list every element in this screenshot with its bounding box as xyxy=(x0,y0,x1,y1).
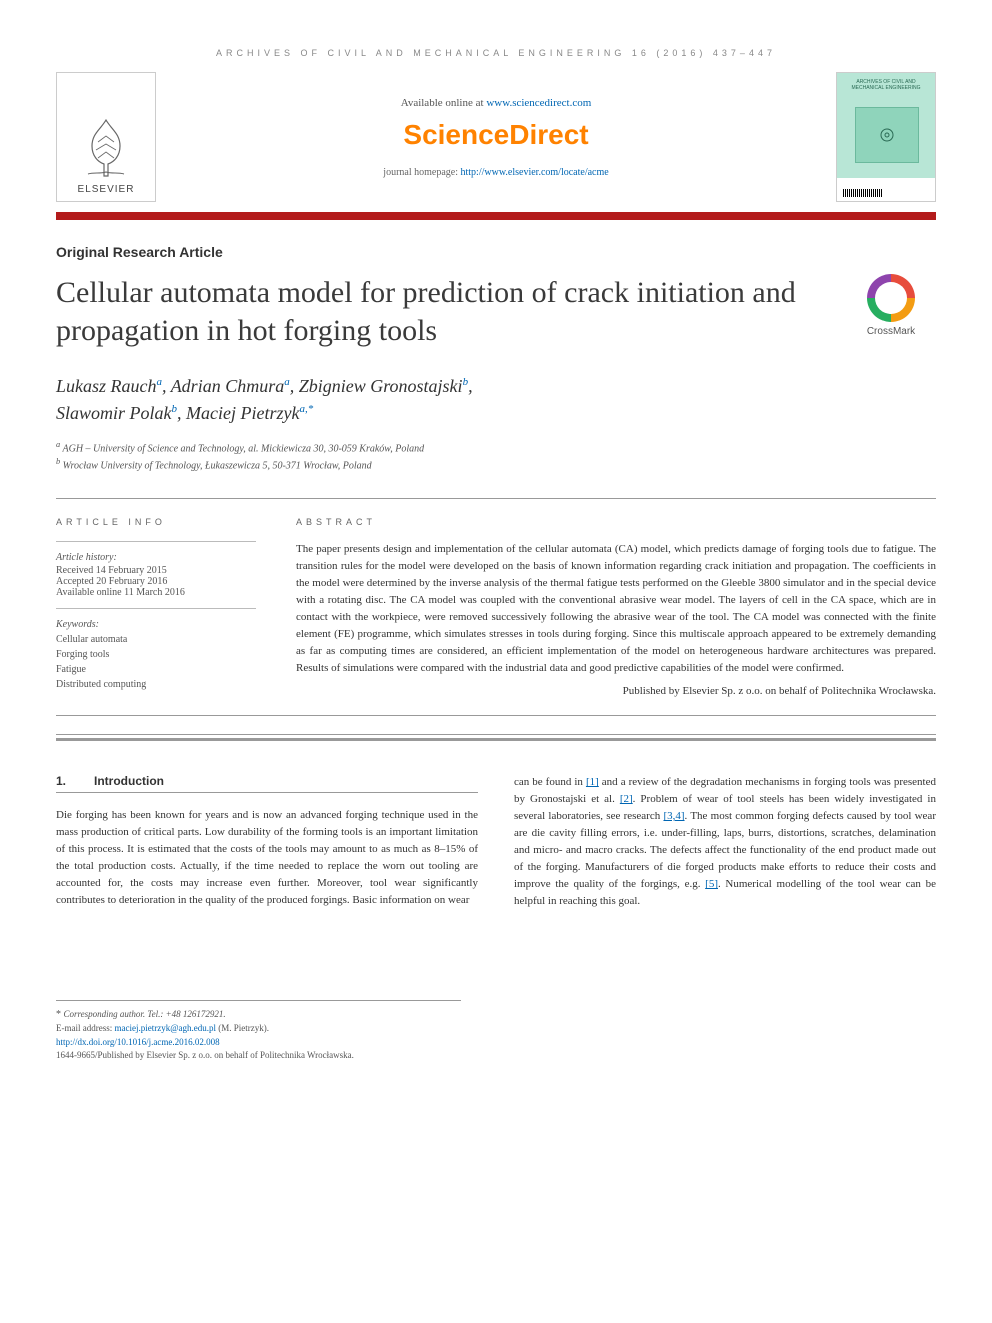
doi-link[interactable]: http://dx.doi.org/10.1016/j.acme.2016.02… xyxy=(56,1037,220,1047)
citation-link[interactable]: [5] xyxy=(705,878,718,890)
masthead-center: Available online at www.sciencedirect.co… xyxy=(172,72,820,202)
article-info-column: ARTICLE INFO Article history: Received 1… xyxy=(56,517,256,697)
body-column-left: 1. Introduction Die forging has been kno… xyxy=(56,774,478,910)
body-columns: 1. Introduction Die forging has been kno… xyxy=(56,774,936,910)
history-online: Available online 11 March 2016 xyxy=(56,587,256,598)
author: Lukasz Raucha xyxy=(56,376,162,396)
cover-title: ARCHIVES OF CIVIL AND MECHANICAL ENGINEE… xyxy=(843,79,929,91)
author: Zbigniew Gronostajskib xyxy=(299,376,468,396)
section-title: Introduction xyxy=(94,774,164,788)
sciencedirect-link[interactable]: www.sciencedirect.com xyxy=(486,97,591,109)
crossmark-icon xyxy=(867,274,915,322)
article-info-head: ARTICLE INFO xyxy=(56,517,256,527)
tree-icon xyxy=(82,116,130,180)
elsevier-wordmark: ELSEVIER xyxy=(78,184,135,195)
divider xyxy=(56,541,256,542)
email-link[interactable]: maciej.pietrzyk@agh.edu.pl xyxy=(114,1023,216,1033)
affiliations: a AGH – University of Science and Techno… xyxy=(56,439,936,474)
double-divider xyxy=(56,734,936,738)
author: Maciej Pietrzyka,* xyxy=(186,403,313,423)
crossmark-label: CrossMark xyxy=(867,326,915,337)
affiliation: a AGH – University of Science and Techno… xyxy=(56,439,936,456)
copyright-line: Published by Elsevier Sp. z o.o. on beha… xyxy=(296,685,936,697)
sciencedirect-wordmark: ScienceDirect xyxy=(403,119,588,150)
affiliation-ref[interactable]: b xyxy=(463,376,469,388)
available-online-text: Available online at xyxy=(401,97,487,109)
article-title: Cellular automata model for prediction o… xyxy=(56,274,826,349)
author: Slawomir Polakb xyxy=(56,403,177,423)
affiliation-ref[interactable]: b xyxy=(172,403,178,415)
citation-link[interactable]: [1] xyxy=(586,776,599,788)
homepage-link[interactable]: http://www.elsevier.com/locate/acme xyxy=(461,167,609,178)
gear-icon xyxy=(879,127,895,143)
history-received: Received 14 February 2015 xyxy=(56,565,256,576)
footnotes: * Corresponding author. Tel.: +48 126172… xyxy=(56,1000,461,1063)
issn-line: 1644-9665/Published by Elsevier Sp. z o.… xyxy=(56,1049,461,1063)
abstract-column: ABSTRACT The paper presents design and i… xyxy=(296,517,936,697)
journal-homepage-line: journal homepage: http://www.elsevier.co… xyxy=(383,167,608,178)
divider xyxy=(56,715,936,716)
affiliation-ref[interactable]: a,* xyxy=(299,403,313,415)
sciencedirect-logo: ScienceDirect xyxy=(403,119,588,151)
affiliation-ref[interactable]: a xyxy=(157,376,163,388)
red-divider-bar xyxy=(56,212,936,220)
running-header: ARCHIVES OF CIVIL AND MECHANICAL ENGINEE… xyxy=(56,48,936,58)
affiliation-ref[interactable]: a xyxy=(284,376,290,388)
divider xyxy=(56,498,936,499)
citation-link[interactable]: [3,4] xyxy=(663,810,684,822)
keyword: Cellular automata xyxy=(56,632,256,647)
abstract-head: ABSTRACT xyxy=(296,517,936,527)
keyword: Forging tools xyxy=(56,647,256,662)
journal-cover-thumbnail: ARCHIVES OF CIVIL AND MECHANICAL ENGINEE… xyxy=(836,72,936,202)
divider xyxy=(56,608,256,609)
masthead: ELSEVIER Available online at www.science… xyxy=(56,72,936,202)
abstract-text: The paper presents design and implementa… xyxy=(296,541,936,677)
article-type: Original Research Article xyxy=(56,244,936,260)
section-number: 1. xyxy=(56,774,66,788)
available-online-line: Available online at www.sciencedirect.co… xyxy=(401,97,592,109)
history-label: Article history: xyxy=(56,552,256,563)
author-list: Lukasz Raucha, Adrian Chmuraa, Zbigniew … xyxy=(56,373,936,427)
homepage-label: journal homepage: xyxy=(383,167,460,178)
keyword: Fatigue xyxy=(56,662,256,677)
barcode-icon xyxy=(843,189,883,197)
section-heading: 1. Introduction xyxy=(56,774,478,793)
body-column-right: can be found in [1] and a review of the … xyxy=(514,774,936,910)
affiliation: b Wrocław University of Technology, Łuka… xyxy=(56,456,936,473)
author: Adrian Chmuraa xyxy=(171,376,290,396)
citation-link[interactable]: [2] xyxy=(620,793,633,805)
history-accepted: Accepted 20 February 2016 xyxy=(56,576,256,587)
keywords-label: Keywords: xyxy=(56,619,256,630)
keyword: Distributed computing xyxy=(56,677,256,692)
crossmark-badge[interactable]: CrossMark xyxy=(846,274,936,337)
body-paragraph: can be found in [1] and a review of the … xyxy=(514,774,936,910)
corresponding-author-note: * Corresponding author. Tel.: +48 126172… xyxy=(56,1007,461,1022)
email-line: E-mail address: maciej.pietrzyk@agh.edu.… xyxy=(56,1022,461,1036)
body-paragraph: Die forging has been known for years and… xyxy=(56,807,478,909)
elsevier-logo-box: ELSEVIER xyxy=(56,72,156,202)
